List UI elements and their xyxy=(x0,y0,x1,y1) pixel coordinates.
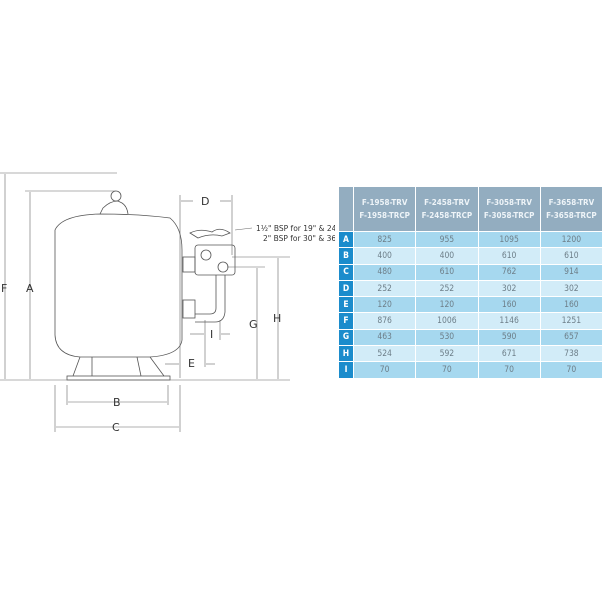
column-header: F-3058-TRV F-3058-TRCP xyxy=(478,187,540,231)
row-label: I xyxy=(339,362,353,378)
dimension-label-e: E xyxy=(188,357,195,370)
table-cell: 762 xyxy=(478,264,540,280)
table-cell: 657 xyxy=(540,329,602,346)
table-row: C 480 610 762 914 xyxy=(339,264,602,280)
table-row: I 70 70 70 70 xyxy=(339,362,602,378)
table-cell: 671 xyxy=(478,346,540,362)
row-label: G xyxy=(339,329,353,346)
row-label: H xyxy=(339,346,353,362)
connection-note-line2: 2" BSP for 30" & 36" xyxy=(263,234,335,243)
dimension-label-h: H xyxy=(273,312,281,325)
filter-tank-outline xyxy=(54,190,236,381)
table-cell: 463 xyxy=(354,329,416,346)
table-cell: 1146 xyxy=(478,313,540,329)
table-cell: 1251 xyxy=(540,313,602,329)
table-cell: 610 xyxy=(416,264,478,280)
column-header: F-2458-TRV F-2458-TRCP xyxy=(416,187,478,231)
table-cell: 610 xyxy=(540,248,602,264)
dimension-label-a: A xyxy=(26,282,34,295)
table-cell: 120 xyxy=(416,297,478,313)
table-cell: 592 xyxy=(416,346,478,362)
model-name: F-1958-TRV xyxy=(361,198,408,207)
table-cell: 590 xyxy=(478,329,540,346)
row-label: E xyxy=(339,297,353,313)
table-cell: 480 xyxy=(354,264,416,280)
table-cell: 160 xyxy=(540,297,602,313)
table-row: B 400 400 610 610 xyxy=(339,248,602,264)
table-cell: 914 xyxy=(540,264,602,280)
header-corner xyxy=(339,187,353,231)
table-row: F 876 1006 1146 1251 xyxy=(339,313,602,329)
table-cell: 738 xyxy=(540,346,602,362)
dimension-label-f: F xyxy=(1,282,7,295)
dimension-label-c: C xyxy=(112,421,120,434)
row-label: D xyxy=(339,280,353,297)
row-label: A xyxy=(339,232,353,248)
filter-dimension-drawing: F A B C D E G H I 1½" BSP for 19" & 24" … xyxy=(0,172,335,434)
table-cell: 70 xyxy=(540,362,602,378)
dimension-label-g: G xyxy=(249,318,258,331)
table-cell: 252 xyxy=(354,280,416,297)
model-name: F-3058-TRCP xyxy=(483,211,535,220)
table-cell: 1200 xyxy=(540,232,602,248)
model-name: F-3058-TRV xyxy=(486,198,532,207)
table-cell: 610 xyxy=(478,248,540,264)
model-name: F-3658-TRV xyxy=(548,198,595,207)
table-row: E 120 120 160 160 xyxy=(339,297,602,313)
model-name: F-2458-TRCP xyxy=(421,211,473,220)
table-header-row: F-1958-TRV F-1958-TRCP F-2458-TRV F-2458-T… xyxy=(339,187,602,231)
dimension-lines xyxy=(0,172,290,432)
table-cell: 302 xyxy=(540,280,602,297)
dimension-label-d: D xyxy=(201,195,209,208)
model-name: F-2458-TRV xyxy=(424,198,470,207)
dimensions-table: F-1958-TRV F-1958-TRCP F-2458-TRV F-2458-T… xyxy=(338,186,603,379)
row-label: C xyxy=(339,264,353,280)
dimension-label-i: I xyxy=(210,328,213,341)
table-cell: 530 xyxy=(416,329,478,346)
column-header: F-1958-TRV F-1958-TRCP xyxy=(354,187,416,231)
table-row: D 252 252 302 302 xyxy=(339,280,602,297)
table-cell: 70 xyxy=(354,362,416,378)
row-label: B xyxy=(339,248,353,264)
table-row: H 524 592 671 738 xyxy=(339,346,602,362)
table-cell: 160 xyxy=(478,297,540,313)
row-label: F xyxy=(339,313,353,329)
table-cell: 955 xyxy=(416,232,478,248)
table-cell: 252 xyxy=(416,280,478,297)
table-cell: 302 xyxy=(478,280,540,297)
table-row: A 825 955 1095 1200 xyxy=(339,232,602,248)
table-cell: 825 xyxy=(354,232,416,248)
table-cell: 70 xyxy=(416,362,478,378)
table-cell: 400 xyxy=(416,248,478,264)
table-cell: 876 xyxy=(354,313,416,329)
table-cell: 1006 xyxy=(416,313,478,329)
table-cell: 70 xyxy=(478,362,540,378)
column-header: F-3658-TRV F-3658-TRCP xyxy=(540,187,602,231)
model-name: F-3658-TRCP xyxy=(546,211,597,220)
table-row: G 463 530 590 657 xyxy=(339,329,602,346)
table-cell: 1095 xyxy=(478,232,540,248)
table-cell: 524 xyxy=(354,346,416,362)
table-cell: 120 xyxy=(354,297,416,313)
table-cell: 400 xyxy=(354,248,416,264)
connection-note-line1: 1½" BSP for 19" & 24" xyxy=(256,224,335,233)
model-name: F-1958-TRCP xyxy=(359,211,410,220)
dimension-label-b: B xyxy=(113,396,121,409)
